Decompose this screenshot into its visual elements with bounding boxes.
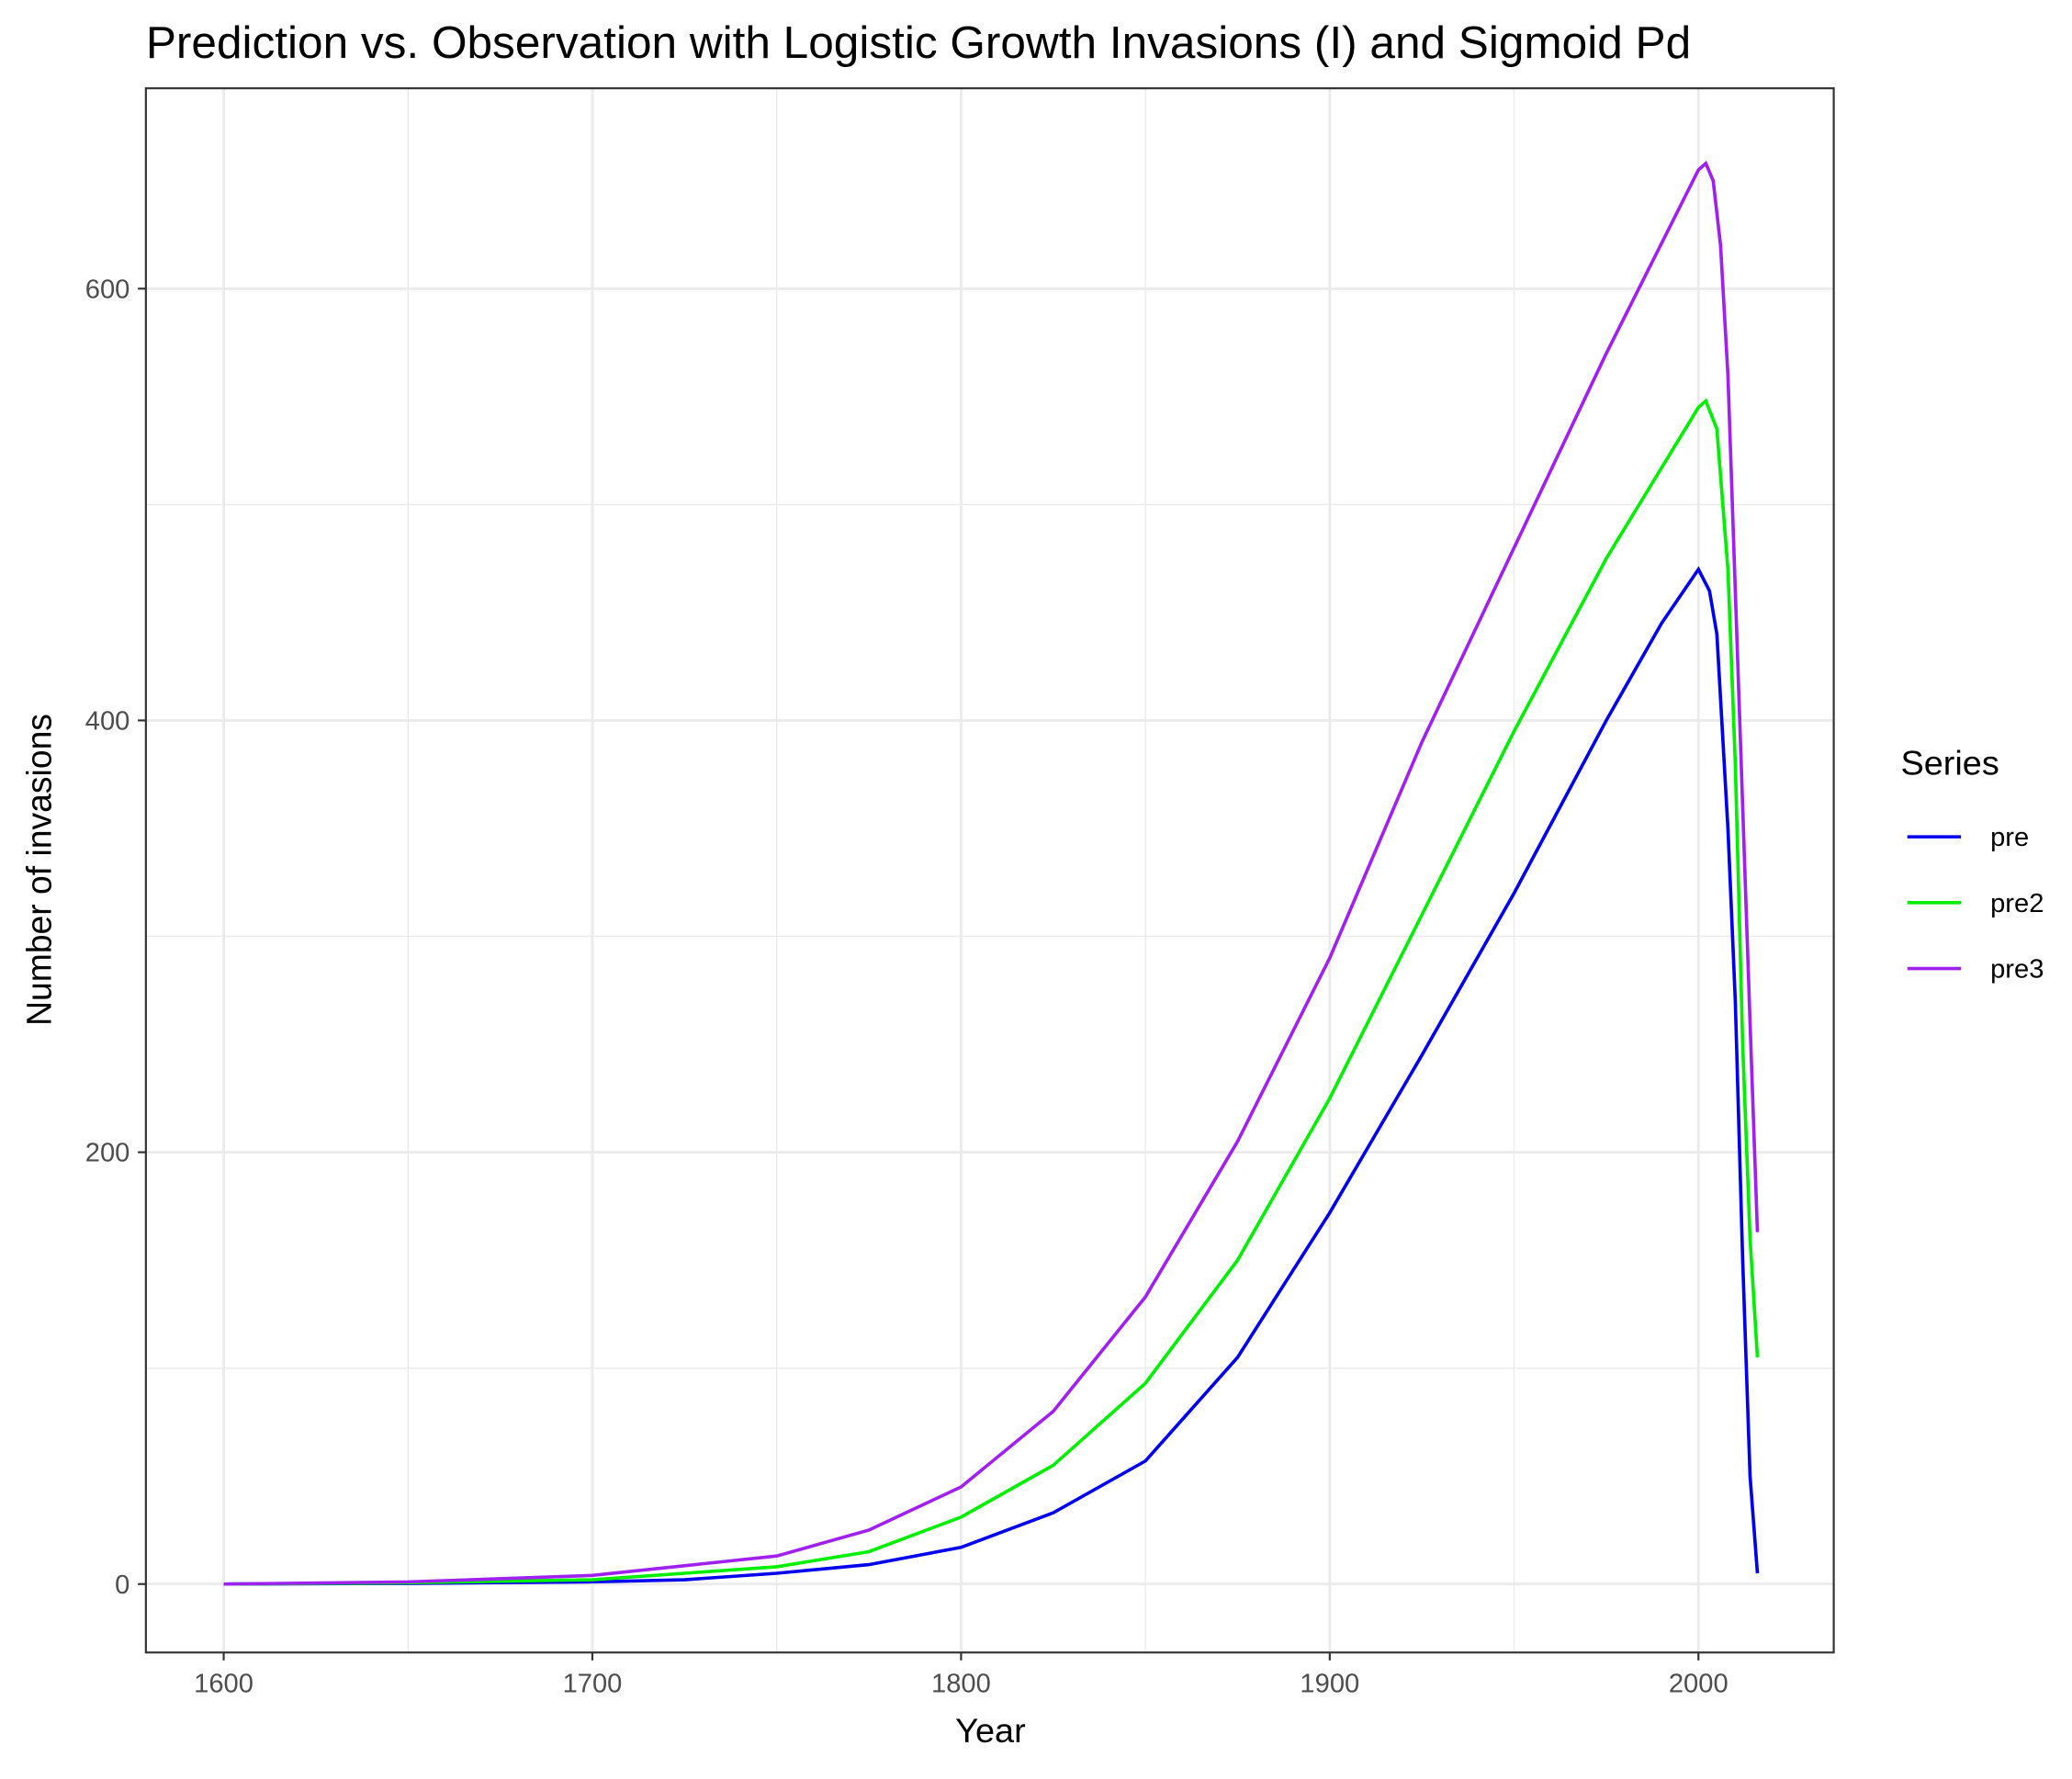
x-tick-label: 1800 [931, 1669, 991, 1698]
legend-label: pre3 [1990, 955, 2044, 985]
line [223, 160, 1760, 1586]
x-tick-label: 2000 [1669, 1669, 1729, 1698]
line [223, 398, 1760, 1586]
plot-border [144, 87, 1835, 1654]
legend-title: Series [1900, 744, 1999, 783]
y-tick-label: 200 [85, 1139, 130, 1168]
line [223, 566, 1760, 1586]
x-tick-label: 1600 [194, 1669, 253, 1698]
chart-title: Prediction vs. Observation with Logistic… [146, 17, 1691, 68]
legend-label: pre [1990, 823, 2029, 852]
y-tick-label: 0 [115, 1571, 130, 1600]
x-tick-label: 1700 [563, 1669, 623, 1698]
legend-label: pre2 [1990, 889, 2044, 918]
y-axis-label: Number of invasions [19, 714, 58, 1026]
y-tick-label: 600 [85, 276, 130, 305]
x-tick-label: 1900 [1300, 1669, 1359, 1698]
y-tick-label: 400 [85, 707, 130, 737]
x-axis-label: Year [955, 1711, 1026, 1750]
